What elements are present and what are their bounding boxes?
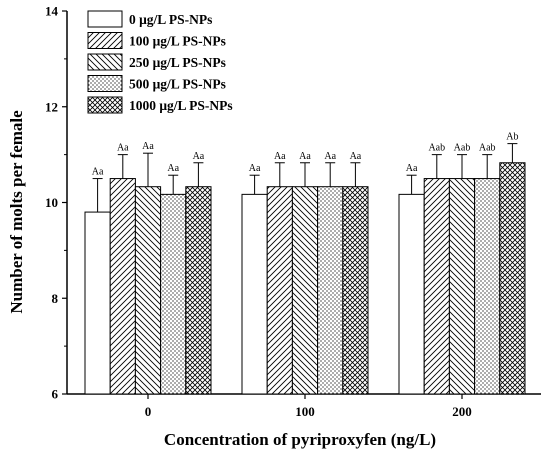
x-tick-label: 0 — [145, 404, 152, 419]
y-tick-label: 8 — [52, 291, 59, 306]
bar — [398, 193, 425, 395]
bar — [291, 186, 319, 395]
legend-label: 100 μg/L PS-NPs — [129, 34, 226, 49]
bar — [185, 186, 212, 395]
significance-label: Aa — [299, 151, 311, 162]
legend-swatch — [87, 32, 123, 49]
x-axis-title: Concentration of pyriproxyfen (ng/L) — [164, 430, 436, 449]
significance-label: Aa — [406, 163, 418, 174]
y-axis-title: Number of molts per female — [7, 110, 26, 314]
y-tick-label: 14 — [45, 4, 59, 19]
significance-label: Aa — [249, 163, 261, 174]
significance-label: Aa — [142, 141, 154, 152]
bar — [423, 178, 450, 395]
legend-label: 0 μg/L PS-NPs — [129, 12, 212, 27]
significance-label: Aab — [479, 143, 496, 154]
legend-swatch — [87, 10, 123, 28]
y-tick-label: 12 — [45, 99, 58, 114]
significance-label: Aa — [117, 143, 129, 154]
bar — [448, 178, 476, 395]
bar — [499, 162, 526, 395]
bar — [109, 178, 136, 395]
significance-label: Aa — [167, 163, 179, 174]
bar — [84, 211, 111, 395]
bar — [134, 186, 162, 395]
significance-label: Aa — [193, 151, 205, 162]
plot-area: 6 8 10 12 14 0 Aa Aa Aa Aa Aa 100 Aa Aa Aa Aa Aa 200 Aa Aab… — [45, 4, 541, 419]
bar — [241, 193, 268, 395]
legend-label: 250 μg/L PS-NPs — [129, 55, 226, 70]
legend-label: 1000 μg/L PS-NPs — [129, 98, 233, 113]
bar — [160, 193, 187, 395]
bar — [317, 186, 344, 395]
bar — [474, 178, 501, 395]
legend-swatch — [87, 53, 123, 71]
bar — [266, 186, 293, 395]
legend-swatch — [87, 75, 123, 92]
significance-label: Aab — [454, 143, 471, 154]
significance-label: Ab — [506, 132, 518, 143]
legend-label: 500 μg/L PS-NPs — [129, 77, 226, 92]
significance-label: Aa — [324, 151, 336, 162]
y-tick-label: 6 — [52, 387, 59, 402]
legend: 0 μg/L PS-NPs 100 μg/L PS-NPs 250 μg/L PS-… — [87, 10, 233, 114]
significance-label: Aab — [428, 143, 445, 154]
bar — [342, 186, 369, 395]
x-tick-label: 100 — [295, 404, 315, 419]
x-tick-label: 200 — [452, 404, 472, 419]
legend-swatch — [87, 96, 123, 114]
significance-label: Aa — [350, 151, 362, 162]
significance-label: Aa — [274, 151, 286, 162]
y-tick-label: 10 — [45, 195, 58, 210]
significance-label: Aa — [92, 167, 104, 178]
